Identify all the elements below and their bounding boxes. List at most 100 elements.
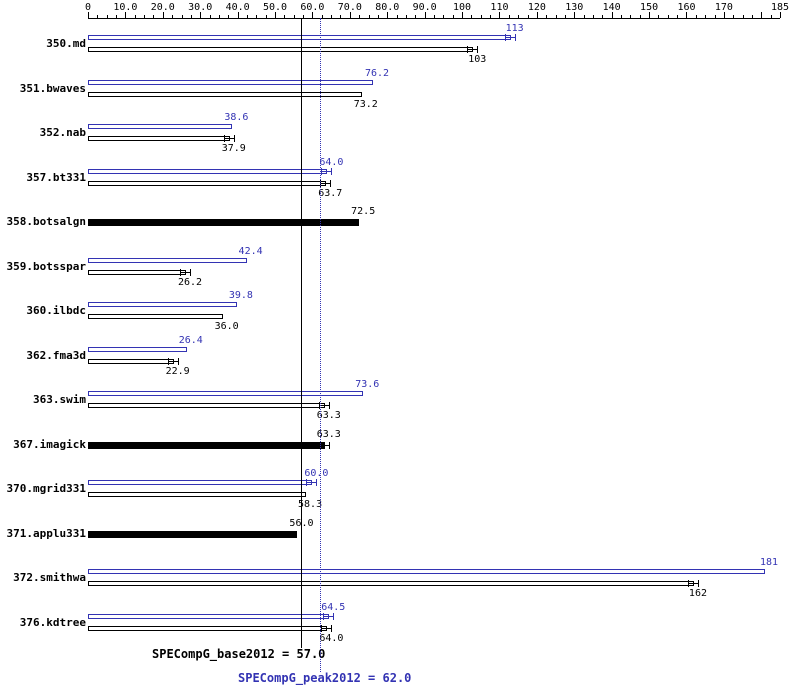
base-bar: [88, 403, 325, 408]
benchmark-label: 370.mgrid331: [6, 482, 86, 495]
base-bar: [88, 136, 230, 141]
x-axis-minor-tick: [97, 15, 98, 18]
x-axis-minor-tick: [453, 15, 454, 18]
x-axis-minor-tick: [331, 15, 332, 18]
x-axis-tick: [780, 12, 781, 18]
peak-bar: [88, 257, 247, 263]
x-axis-tick-label: 140: [602, 2, 621, 13]
error-whisker: [180, 268, 191, 276]
x-axis-tick: [200, 12, 201, 18]
x-axis-minor-tick: [359, 15, 360, 18]
peak-value-label: 60.0: [304, 468, 329, 479]
x-axis-tick-label: 120: [527, 2, 546, 13]
x-axis-tick: [537, 12, 538, 18]
x-axis-minor-tick: [715, 15, 716, 18]
x-axis-tick-label: 20.0: [150, 2, 175, 13]
error-whisker: [323, 612, 335, 620]
peak-bar: [88, 569, 766, 574]
x-axis-minor-tick: [584, 15, 585, 18]
x-axis-minor-tick: [640, 15, 641, 18]
x-axis-tick: [125, 12, 126, 18]
error-whisker: [321, 624, 333, 632]
error-whisker: [318, 402, 330, 409]
base-bar: [88, 492, 307, 497]
x-axis-minor-tick: [228, 15, 229, 18]
x-axis-minor-tick: [397, 15, 398, 18]
x-axis-minor-tick: [621, 15, 622, 18]
x-axis-minor-tick: [658, 15, 659, 18]
peak-value-label: 73.6: [355, 379, 380, 390]
x-axis-minor-tick: [191, 15, 192, 18]
x-axis-tick-label: 40.0: [225, 2, 250, 13]
x-axis-minor-tick: [247, 15, 248, 18]
single-result-bar: [88, 530, 298, 538]
base-value-label: 26.2: [177, 276, 203, 288]
benchmark-label: 350.md: [46, 37, 86, 50]
base-bar: [88, 314, 223, 319]
x-axis-tick: [462, 12, 463, 18]
x-axis-line: [88, 18, 780, 19]
peak-bar: [88, 79, 374, 85]
x-axis-tick-label: 110: [490, 2, 509, 13]
x-axis-tick: [724, 12, 725, 18]
base-reference-line: [301, 18, 302, 648]
x-axis-tick-label: 90.0: [412, 2, 437, 13]
benchmark-label: 363.swim: [33, 393, 86, 406]
base-bar: [88, 625, 328, 631]
benchmark-label: 351.bwaves: [19, 81, 86, 95]
single-result-bar: [88, 219, 360, 226]
x-axis-tick-label: 80.0: [375, 2, 400, 13]
benchmark-label: 360.ilbdc: [26, 304, 86, 317]
x-axis-minor-tick: [107, 15, 108, 18]
peak-bar: [88, 391, 364, 396]
x-axis-minor-tick: [490, 15, 491, 18]
x-axis-minor-tick: [630, 15, 631, 18]
x-axis-tick: [649, 12, 650, 18]
x-axis-minor-tick: [153, 15, 154, 18]
base-value-label: 22.9: [165, 365, 190, 377]
x-axis-minor-tick: [256, 15, 257, 18]
x-axis-tick-label: 185: [770, 2, 790, 13]
x-axis-minor-tick: [733, 15, 734, 18]
x-axis-tick: [574, 12, 575, 18]
base-value-label: 64.0: [319, 632, 344, 644]
x-axis-minor-tick: [696, 15, 697, 18]
error-whisker: [318, 441, 330, 449]
base-value-label: 73.2: [353, 98, 378, 110]
peak-value-label: 26.4: [178, 334, 203, 346]
base-value-label: 36.0: [214, 321, 239, 332]
x-axis-tick-label: 0: [84, 2, 92, 13]
base-value-label: 37.9: [221, 143, 246, 154]
peak-value-label: 42.4: [238, 245, 263, 257]
base-value-label: 63.3: [316, 410, 341, 421]
x-axis-minor-tick: [677, 15, 678, 18]
peak-bar: [88, 124, 233, 129]
x-axis-minor-tick: [528, 15, 529, 18]
peak-bar: [88, 302, 237, 307]
x-axis-minor-tick: [546, 15, 547, 18]
x-axis-minor-tick: [443, 15, 444, 18]
peak-value-label: 64.0: [319, 156, 344, 168]
x-axis-tick: [387, 12, 388, 18]
x-axis-minor-tick: [471, 15, 472, 18]
x-axis-minor-tick: [135, 15, 136, 18]
base-value-label: 63.7: [318, 187, 343, 199]
x-axis-minor-tick: [668, 15, 669, 18]
x-axis-tick: [238, 12, 239, 18]
x-axis-minor-tick: [743, 15, 744, 18]
x-axis-tick: [425, 12, 426, 18]
single-value-label: 63.3: [316, 428, 341, 440]
peak-value-label: 38.6: [224, 112, 249, 123]
x-axis-minor-tick: [602, 15, 603, 18]
x-axis-minor-tick: [116, 15, 117, 18]
x-axis-tick-label: 100: [453, 2, 472, 13]
error-whisker: [504, 34, 516, 41]
peak-bar: [88, 613, 330, 619]
error-whisker: [306, 479, 318, 486]
x-axis-minor-tick: [182, 15, 183, 18]
x-axis-tick-label: 160: [677, 2, 696, 13]
x-axis-tick: [612, 12, 613, 18]
base-bar: [88, 581, 694, 586]
x-axis-minor-tick: [406, 15, 407, 18]
error-whisker: [687, 580, 699, 587]
